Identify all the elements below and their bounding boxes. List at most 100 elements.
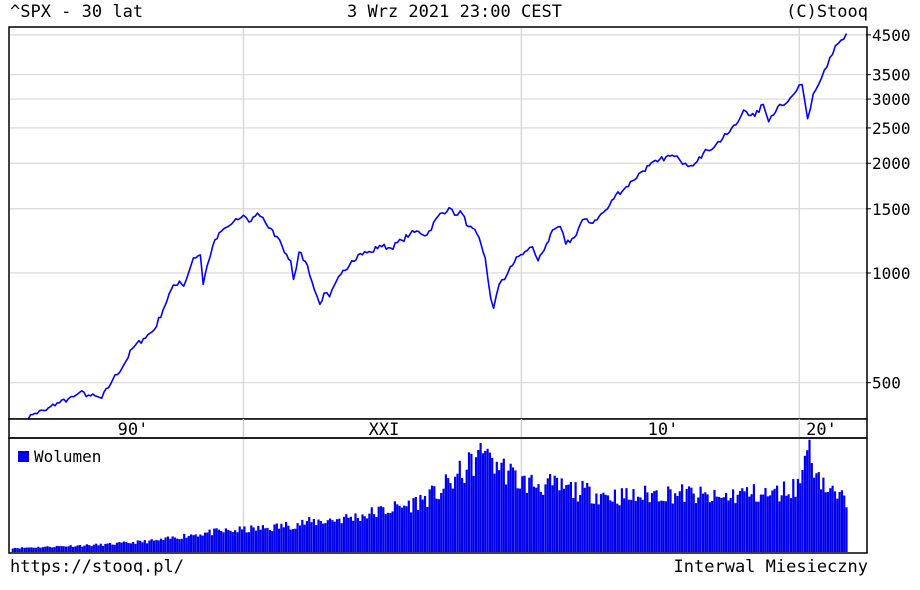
volume-bar xyxy=(625,488,628,552)
volume-bar xyxy=(254,530,258,552)
volume-bar xyxy=(653,491,656,552)
volume-bar xyxy=(572,498,575,552)
volume-bar xyxy=(301,519,304,552)
volume-bar xyxy=(303,524,306,552)
volume-bar xyxy=(803,455,806,552)
volume-bar xyxy=(222,532,225,552)
volume-bar xyxy=(685,488,688,552)
volume-bar xyxy=(569,482,572,552)
volume-bar xyxy=(704,492,707,552)
volume-legend-swatch xyxy=(18,451,29,462)
volume-bar xyxy=(764,488,767,552)
volume-bar xyxy=(421,499,424,552)
volume-bar xyxy=(403,505,406,552)
volume-bar xyxy=(48,546,51,552)
volume-bar xyxy=(396,504,399,552)
volume-bar xyxy=(660,500,663,552)
volume-bar xyxy=(384,513,387,552)
volume-bar xyxy=(514,470,517,552)
volume-bar xyxy=(465,469,468,552)
volume-bar xyxy=(778,501,781,552)
volume-bar xyxy=(836,498,839,552)
volume-bar xyxy=(838,492,841,552)
volume-bar xyxy=(136,540,139,552)
volume-bar xyxy=(104,543,107,552)
volume-bar xyxy=(706,494,709,552)
volume-bar xyxy=(247,532,251,552)
volume-bar xyxy=(606,495,610,552)
volume-bar xyxy=(67,546,70,552)
volume-bar xyxy=(173,537,176,552)
source-url[interactable]: https://stooq.pl/ xyxy=(10,557,184,577)
volume-bar xyxy=(14,547,17,552)
volume-bar xyxy=(298,525,302,552)
volume-bar xyxy=(454,476,457,552)
volume-bar xyxy=(109,542,112,552)
volume-bar xyxy=(773,488,776,552)
volume-bar xyxy=(681,484,684,552)
volume-bar xyxy=(134,543,137,552)
volume-bar xyxy=(305,521,308,552)
volume-bar xyxy=(389,513,392,552)
volume-bar xyxy=(340,523,343,552)
volume-bar xyxy=(583,487,586,552)
volume-bar xyxy=(187,535,190,552)
volume-bar xyxy=(511,467,515,552)
volume-bar xyxy=(558,490,561,552)
volume-bar xyxy=(176,538,179,552)
volume-bar xyxy=(565,485,568,552)
volume-bar xyxy=(463,482,466,552)
volume-bar xyxy=(197,536,200,552)
volume-bar xyxy=(155,539,158,552)
volume-bar xyxy=(115,542,119,552)
volume-bar xyxy=(456,473,459,552)
volume-bar xyxy=(206,532,209,552)
volume-bar xyxy=(743,491,746,552)
volume-bar xyxy=(113,544,116,552)
volume-bar xyxy=(76,545,79,552)
volume-bar xyxy=(227,529,230,552)
volume-bar xyxy=(697,497,700,552)
volume-bar xyxy=(102,545,105,552)
volume-bar xyxy=(435,498,438,552)
volume-bar xyxy=(701,493,705,552)
volume-bar xyxy=(273,524,276,552)
volume-bar xyxy=(423,496,427,552)
volume-bar xyxy=(738,491,742,552)
volume-bar xyxy=(537,484,540,552)
volume-bar xyxy=(69,545,72,552)
volume-bar xyxy=(201,535,204,552)
volume-bar xyxy=(523,475,526,552)
volume-bar xyxy=(169,538,172,552)
volume-bar xyxy=(688,486,691,552)
volume-bar xyxy=(581,480,584,552)
volume-bar xyxy=(368,513,371,552)
volume-bar xyxy=(199,534,202,552)
volume-bar xyxy=(51,547,54,552)
volume-bar xyxy=(71,546,75,552)
volume-bar xyxy=(354,513,357,552)
volume-bar xyxy=(393,501,396,552)
volume-bar xyxy=(426,506,429,552)
volume-bar xyxy=(250,525,253,552)
volume-bar xyxy=(118,542,121,552)
volume-bar xyxy=(391,511,394,552)
volume-bar xyxy=(509,463,512,552)
volume-bar xyxy=(683,501,686,552)
volume-bar xyxy=(153,540,156,552)
volume-bar xyxy=(185,537,188,552)
volume-bar xyxy=(440,493,443,552)
volume-bar xyxy=(264,528,267,552)
volume-bar xyxy=(741,488,744,552)
volume-bar xyxy=(822,477,825,552)
volume-bar xyxy=(669,489,672,552)
volume-bar xyxy=(291,529,295,552)
volume-bar xyxy=(817,472,820,552)
volume-bar xyxy=(53,547,56,552)
volume-bar xyxy=(437,499,440,552)
volume-bar xyxy=(639,497,642,552)
volume-bar xyxy=(141,542,144,552)
volume-bar xyxy=(593,503,596,552)
volume-bar xyxy=(268,530,271,552)
